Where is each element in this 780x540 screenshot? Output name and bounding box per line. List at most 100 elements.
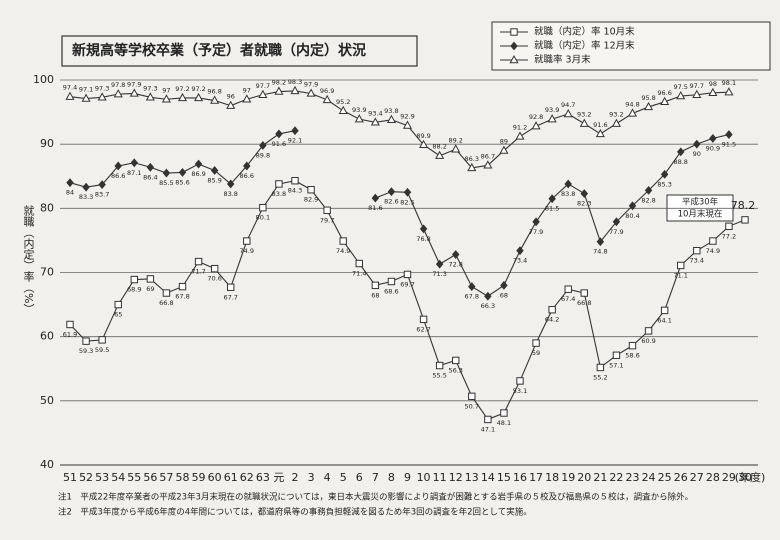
x-tick-label: 2 <box>292 471 299 484</box>
data-label: 84 <box>66 189 74 197</box>
marker <box>130 158 139 168</box>
marker <box>709 133 717 143</box>
marker <box>451 144 461 153</box>
marker <box>611 118 621 127</box>
marker <box>243 161 251 171</box>
data-label: 94.8 <box>625 100 639 108</box>
data-label: 82.5 <box>400 198 414 206</box>
marker <box>323 206 331 214</box>
data-label: 74.9 <box>240 247 254 255</box>
data-label: 91.5 <box>722 141 736 149</box>
data-label: 58.6 <box>625 352 639 360</box>
marker <box>644 101 654 111</box>
data-label: 83.8 <box>272 190 286 198</box>
data-label: 68 <box>371 291 379 299</box>
marker <box>596 363 605 372</box>
x-tick-label: 54 <box>111 471 125 484</box>
data-label: 97 <box>243 86 251 94</box>
x-tick-label: 7 <box>372 471 379 484</box>
data-label: 67.8 <box>175 293 189 301</box>
marker <box>419 315 428 324</box>
data-label: 98.3 <box>288 78 302 86</box>
data-label: 80.4 <box>625 212 639 220</box>
data-label: 82.6 <box>384 198 398 206</box>
data-label: 71.3 <box>432 270 446 278</box>
data-label: 83.7 <box>95 191 109 199</box>
marker <box>98 180 106 190</box>
data-label: 81.5 <box>545 205 559 213</box>
marker <box>194 257 203 266</box>
data-label: 80.1 <box>256 214 270 222</box>
data-label: 70.6 <box>207 275 221 283</box>
marker <box>113 89 123 98</box>
marker <box>612 351 621 359</box>
marker <box>564 179 572 189</box>
data-label: 91.2 <box>513 123 527 131</box>
data-label: 88.2 <box>432 143 446 151</box>
y-axis-label: 就職（内定）率（%） <box>22 204 35 315</box>
data-label: 61.9 <box>63 330 77 338</box>
marker <box>354 114 364 123</box>
marker <box>291 177 299 185</box>
data-label: 47.1 <box>481 425 495 433</box>
data-label: 74.8 <box>593 248 607 256</box>
marker <box>516 246 524 256</box>
data-label: 55.5 <box>432 372 446 380</box>
marker <box>435 150 445 159</box>
data-label: 93.2 <box>609 111 623 119</box>
marker <box>435 259 444 269</box>
data-label: 71.1 <box>673 271 687 279</box>
marker <box>322 94 332 104</box>
data-label: 77.2 <box>722 232 736 240</box>
marker <box>563 108 573 118</box>
marker <box>628 341 637 350</box>
data-label: 81.6 <box>368 204 382 212</box>
x-tick-label: 21 <box>593 471 607 484</box>
x-tick-label: 12 <box>449 471 463 484</box>
data-label: 56.3 <box>448 366 462 374</box>
data-label: 86.9 <box>191 170 205 178</box>
footnote: 注2 平成3年度から平成6年度の4年間については，都道府県等の事務負担軽減を図る… <box>58 507 532 518</box>
marker <box>595 128 605 138</box>
data-label: 79.7 <box>320 216 334 224</box>
y-tick-label: 90 <box>40 137 54 150</box>
data-label: 97.9 <box>127 80 141 88</box>
data-label: 77.9 <box>609 228 623 236</box>
x-tick-label: 60 <box>208 471 222 484</box>
marker <box>194 159 203 169</box>
data-label: 50.7 <box>465 402 479 410</box>
marker <box>708 87 718 97</box>
data-label: 93.8 <box>384 107 398 115</box>
marker <box>81 93 91 102</box>
data-label: 97.5 <box>673 83 687 91</box>
data-label: 82.9 <box>304 196 318 204</box>
x-tick-label: 5 <box>340 471 347 484</box>
data-label: 74.9 <box>336 247 350 255</box>
marker <box>66 178 74 188</box>
footnote: 注1 平成22年度卒業者の平成23年3月末現在の就職状況については，東日本大震災… <box>58 492 693 503</box>
marker <box>500 409 508 417</box>
marker <box>161 94 171 103</box>
data-label: 97.2 <box>175 85 189 93</box>
data-label: 76.8 <box>416 235 430 243</box>
marker <box>676 91 686 100</box>
data-label: 93.2 <box>577 111 591 119</box>
data-label: 78.2 <box>731 199 756 212</box>
marker <box>130 275 138 284</box>
data-label: 69 <box>146 285 154 293</box>
marker <box>467 162 477 172</box>
annotation: 平成30年 <box>682 197 719 208</box>
x-tick-label: 57 <box>159 471 173 484</box>
data-label: 86.6 <box>240 172 254 180</box>
legend-box <box>491 21 771 71</box>
marker <box>97 92 107 101</box>
data-label: 67.7 <box>223 293 237 301</box>
data-label: 66.8 <box>159 299 173 307</box>
marker <box>725 222 733 231</box>
x-tick-label: 6 <box>356 471 363 484</box>
marker <box>676 147 685 157</box>
data-label: 86.4 <box>143 173 157 181</box>
marker <box>307 186 315 194</box>
marker <box>82 182 90 192</box>
marker <box>660 96 670 106</box>
